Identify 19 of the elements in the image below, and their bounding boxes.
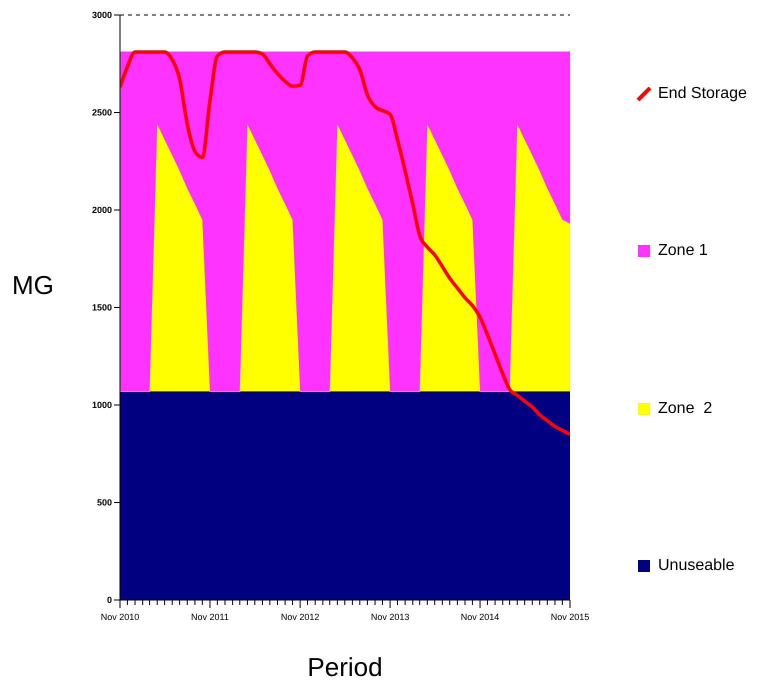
y-tick-label: 500 bbox=[96, 498, 112, 508]
x-tick-label: Nov 2015 bbox=[550, 612, 590, 622]
x-tick-label: Nov 2011 bbox=[191, 612, 229, 622]
y-tick-label: 1000 bbox=[92, 400, 112, 410]
y-tick-label: 0 bbox=[106, 595, 112, 606]
y-tick-label: 2000 bbox=[92, 205, 112, 216]
legend-label: Zone 1 bbox=[658, 242, 708, 260]
y-axis-title: MG bbox=[12, 270, 54, 301]
x-tick-label: Nov 2013 bbox=[370, 612, 410, 622]
y-tick-label: 3000 bbox=[92, 10, 112, 20]
x-axis-title: Period bbox=[306, 652, 384, 683]
legend-label: Zone 2 bbox=[658, 400, 712, 418]
x-tick-label: Nov 2010 bbox=[100, 612, 140, 622]
x-tick-label: Nov 2014 bbox=[460, 612, 500, 622]
legend-label: Unuseable bbox=[658, 556, 734, 575]
x-tick-label: Nov 2012 bbox=[280, 612, 320, 622]
y-tick-label: 1500 bbox=[92, 302, 112, 313]
legend-label: End Storage bbox=[658, 85, 747, 103]
y-tick-label: 2500 bbox=[92, 108, 112, 118]
